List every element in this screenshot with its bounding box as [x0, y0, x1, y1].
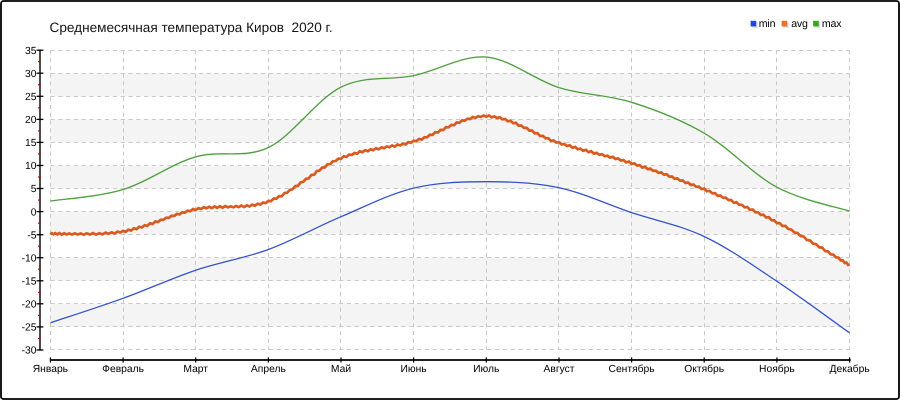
- svg-text:0: 0: [31, 207, 37, 218]
- svg-text:Сентябрь: Сентябрь: [609, 364, 655, 375]
- svg-text:20: 20: [25, 115, 37, 126]
- svg-text:-10: -10: [22, 253, 37, 264]
- svg-text:5: 5: [31, 184, 37, 195]
- svg-text:Декабрь: Декабрь: [830, 364, 870, 375]
- svg-text:-15: -15: [22, 277, 37, 288]
- svg-text:Январь: Январь: [33, 364, 68, 375]
- svg-text:-25: -25: [22, 323, 37, 334]
- svg-text:Апрель: Апрель: [251, 364, 286, 375]
- svg-text:Май: Май: [331, 364, 351, 375]
- svg-text:Ноябрь: Ноябрь: [759, 364, 795, 375]
- svg-text:30: 30: [25, 69, 37, 80]
- svg-text:-5: -5: [27, 230, 36, 241]
- svg-text:Март: Март: [183, 364, 208, 375]
- svg-text:15: 15: [25, 138, 37, 149]
- svg-text:Август: Август: [544, 364, 575, 375]
- svg-text:Июль: Июль: [473, 364, 499, 375]
- svg-text:max: max: [822, 18, 842, 30]
- svg-text:Июнь: Июнь: [401, 364, 427, 375]
- svg-text:Февраль: Февраль: [102, 364, 144, 375]
- svg-text:35: 35: [25, 46, 37, 57]
- svg-text:min: min: [759, 18, 776, 30]
- svg-text:25: 25: [25, 92, 37, 103]
- svg-text:-20: -20: [22, 300, 37, 311]
- svg-text:-30: -30: [22, 346, 37, 357]
- svg-text:avg: avg: [791, 18, 808, 30]
- svg-text:Октябрь: Октябрь: [684, 364, 724, 375]
- svg-text:10: 10: [25, 161, 37, 172]
- svg-text:Среднемесячная температура Кир: Среднемесячная температура Киров 2020 г.: [50, 20, 333, 35]
